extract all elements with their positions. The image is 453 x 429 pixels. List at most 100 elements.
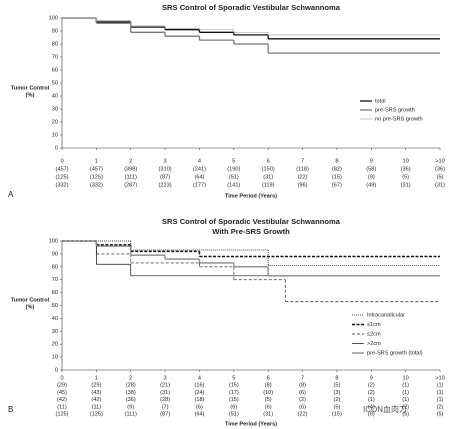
x-tick-label: 1 (95, 375, 98, 381)
at-risk-count: (1) (437, 383, 444, 389)
at-risk-count: (5) (265, 397, 272, 403)
at-risk-count: (1) (368, 397, 375, 403)
at-risk-count: (111) (125, 174, 137, 180)
at-risk-count: (87) (160, 411, 170, 417)
y-tick-label: 40 (52, 316, 58, 322)
at-risk-count: (6) (299, 404, 306, 410)
at-risk-count: (457) (55, 166, 68, 172)
y-axis-label: Tumor Control (11, 85, 50, 91)
y-axis-label: (%) (26, 304, 35, 310)
x-tick-label: 7 (301, 158, 304, 164)
at-risk-count: (9) (127, 404, 134, 410)
x-tick-label: 3 (164, 375, 167, 381)
at-risk-count: (15) (229, 397, 239, 403)
y-axis-label: Tumor Control (11, 297, 50, 303)
at-risk-count: (287) (124, 182, 137, 188)
at-risk-count: (190) (227, 166, 240, 172)
at-risk-count: (332) (55, 182, 68, 188)
legend-label: total (375, 98, 386, 104)
at-risk-count: (5) (437, 174, 444, 180)
x-axis-label: Time Period (Years) (225, 193, 277, 199)
at-risk-count: (6) (230, 404, 237, 410)
x-tick-label: 5 (232, 158, 235, 164)
at-risk-count: (45) (57, 390, 67, 396)
at-risk-count: (36) (401, 166, 411, 172)
y-tick-label: 80 (52, 264, 58, 270)
at-risk-count: (11) (92, 404, 102, 410)
x-tick-label: 0 (60, 375, 63, 381)
x-tick-label: 6 (267, 375, 270, 381)
at-risk-count: (6) (299, 390, 306, 396)
at-risk-count: (15) (332, 411, 342, 417)
at-risk-count: (2) (368, 390, 375, 396)
at-risk-count: (2) (333, 397, 340, 403)
x-tick-label: >10 (435, 375, 445, 381)
legend-label: no pre-SRS growth (375, 116, 423, 122)
at-risk-count: (67) (332, 182, 342, 188)
panel-label: A (8, 190, 14, 199)
x-tick-label: 1 (95, 158, 98, 164)
at-risk-count: (28) (160, 397, 170, 403)
at-risk-count: (125) (90, 411, 103, 417)
at-risk-count: (150) (262, 166, 275, 172)
x-axis-label: Time Period (Years) (225, 421, 277, 427)
at-risk-count: (223) (159, 182, 172, 188)
at-risk-count: (15) (332, 174, 342, 180)
at-risk-count: (111) (125, 411, 137, 417)
x-tick-label: 5 (232, 375, 235, 381)
at-risk-count: (8) (265, 383, 272, 389)
at-risk-count: (16) (194, 383, 204, 389)
x-tick-label: 6 (267, 158, 270, 164)
at-risk-count: (42) (57, 397, 67, 403)
at-risk-count: (5) (402, 411, 409, 417)
at-risk-count: (3) (333, 390, 340, 396)
y-tick-label: 30 (52, 106, 58, 112)
at-risk-count: (6) (196, 404, 203, 410)
at-risk-count: (7) (162, 404, 169, 410)
x-tick-label: >10 (435, 158, 445, 164)
chart-title: SRS Control of Sporadic Vestibular Schwa… (162, 3, 341, 12)
y-tick-label: 60 (52, 290, 58, 296)
x-tick-label: 4 (198, 375, 201, 381)
y-tick-label: 80 (52, 41, 58, 47)
at-risk-count: (1) (402, 383, 409, 389)
at-risk-count: (29) (91, 383, 101, 389)
y-tick-label: 100 (49, 238, 58, 244)
at-risk-count: (1) (402, 390, 409, 396)
at-risk-count: (42) (91, 397, 101, 403)
legend-label: pre-SRS growth (375, 107, 415, 113)
at-risk-count: (49) (366, 182, 376, 188)
at-risk-count: (58) (366, 166, 376, 172)
at-risk-count: (11) (57, 404, 67, 410)
at-risk-count: (22) (298, 174, 308, 180)
at-risk-count: (64) (194, 411, 204, 417)
at-risk-count: (43) (91, 390, 101, 396)
at-risk-count: (9) (368, 174, 375, 180)
x-tick-label: 4 (198, 158, 201, 164)
at-risk-count: (6) (265, 404, 272, 410)
at-risk-count: (5) (333, 383, 340, 389)
at-risk-count: (31) (263, 411, 273, 417)
y-tick-label: 50 (52, 303, 58, 309)
at-risk-count: (141) (227, 182, 240, 188)
at-risk-count: (4) (368, 404, 375, 410)
y-tick-label: 70 (52, 277, 58, 283)
at-risk-count: (125) (55, 174, 68, 180)
at-risk-count: (1) (437, 390, 444, 396)
at-risk-count: (64) (194, 174, 204, 180)
x-tick-label: 0 (60, 158, 63, 164)
chart-title: SRS Control of Sporadic Vestibular Schwa… (162, 217, 341, 226)
at-risk-count: (10) (263, 390, 273, 396)
at-risk-count: (1) (402, 397, 409, 403)
at-risk-count: (2) (402, 404, 409, 410)
y-tick-label: 10 (52, 132, 58, 138)
x-tick-label: 8 (335, 375, 338, 381)
at-risk-count: (118) (296, 166, 309, 172)
at-risk-count: (457) (90, 166, 103, 172)
at-risk-count: (2) (368, 383, 375, 389)
panel-label: B (8, 405, 13, 414)
y-tick-label: 0 (55, 145, 58, 151)
at-risk-count: (398) (124, 166, 137, 172)
at-risk-count: (15) (229, 383, 239, 389)
